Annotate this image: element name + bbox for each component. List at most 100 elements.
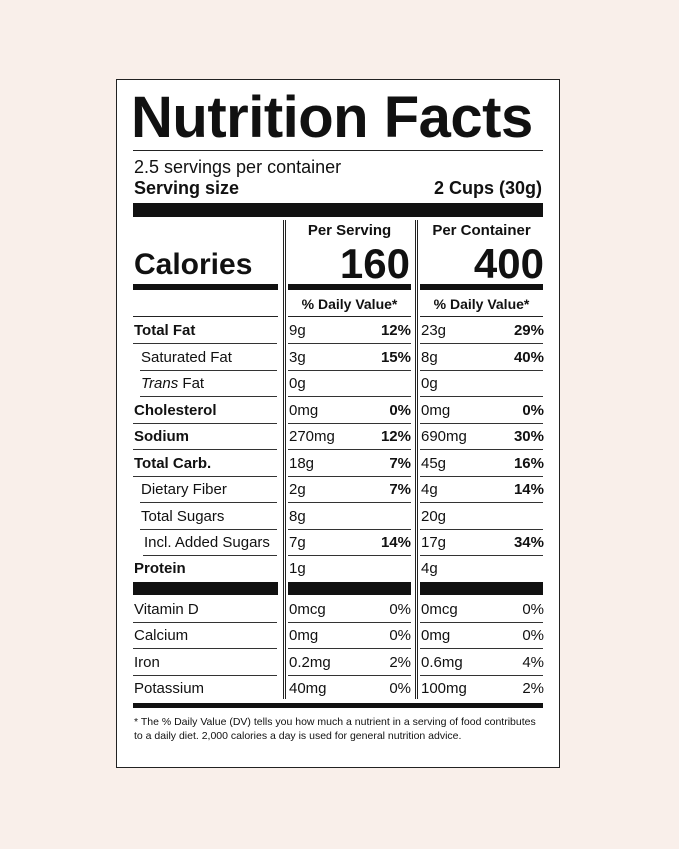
footer-bar xyxy=(133,703,543,708)
row-divider xyxy=(420,555,543,556)
serving-daily-value: 0% xyxy=(389,601,411,618)
calories-bar xyxy=(420,284,543,290)
vitamin-row: Iron 0.2mg 2% 0.6mg 4% xyxy=(117,650,561,676)
nutrient-name: Total Sugars xyxy=(141,508,225,525)
row-divider xyxy=(288,423,411,424)
container-amount: 0g xyxy=(421,375,438,392)
container-amount: 4g xyxy=(421,560,438,577)
row-divider xyxy=(420,396,543,397)
calories-per-container: 400 xyxy=(473,240,544,287)
serving-daily-value: 12% xyxy=(380,428,411,445)
daily-value-header: % Daily Value* xyxy=(301,296,398,312)
vitamins-bar xyxy=(288,582,411,595)
serving-size-value: 2 Cups (30g) xyxy=(433,178,542,198)
nutrient-name: Sodium xyxy=(134,428,189,445)
label-title: Nutrition Facts xyxy=(131,85,533,150)
thick-divider xyxy=(133,203,543,217)
container-amount: 0mg xyxy=(421,402,451,419)
divider xyxy=(133,316,278,317)
container-daily-value: 14% xyxy=(513,481,544,498)
serving-daily-value: 0% xyxy=(389,680,411,697)
nutrient-name-italic: Trans xyxy=(141,375,179,392)
vitamin-row: Calcium 0mg 0% 0mg 0% xyxy=(117,623,561,649)
serving-amount: 40mg xyxy=(289,680,327,697)
container-daily-value: 30% xyxy=(513,428,544,445)
calories-bar xyxy=(133,284,278,290)
nutrient-name: Cholesterol xyxy=(134,402,217,419)
column-divider xyxy=(417,220,418,699)
container-amount: 690mg xyxy=(421,428,467,445)
vitamins-bar xyxy=(420,582,543,595)
container-daily-value: 29% xyxy=(513,322,544,339)
serving-amount: 7g xyxy=(289,534,306,551)
row-divider xyxy=(140,529,277,530)
row-divider xyxy=(133,675,277,676)
container-daily-value: 34% xyxy=(513,534,544,551)
nutrient-name: Trans Fat xyxy=(141,375,204,392)
row-divider xyxy=(420,502,543,503)
row-divider xyxy=(420,370,543,371)
row-divider xyxy=(288,648,411,649)
footnote: * The % Daily Value (DV) tells you how m… xyxy=(134,716,536,742)
container-daily-value: 2% xyxy=(522,680,544,697)
row-divider xyxy=(420,648,543,649)
nutrient-name: Saturated Fat xyxy=(141,349,232,366)
container-amount: 17g xyxy=(421,534,447,551)
serving-amount: 0mg xyxy=(289,627,319,644)
row-divider xyxy=(420,622,543,623)
per-container-header: Per Container xyxy=(432,222,531,239)
calories-per-serving: 160 xyxy=(339,240,410,287)
divider xyxy=(133,150,543,151)
vitamin-row: Vitamin D 0mcg 0% 0mcg 0% xyxy=(117,597,561,623)
row-divider xyxy=(288,502,411,503)
nutrient-name: Iron xyxy=(134,654,160,671)
row-divider xyxy=(288,370,411,371)
container-daily-value: 0% xyxy=(522,627,544,644)
row-divider xyxy=(140,370,277,371)
row-divider xyxy=(288,343,411,344)
serving-daily-value: 12% xyxy=(380,322,411,339)
nutrient-name-rest: Fat xyxy=(178,375,205,392)
row-divider xyxy=(133,423,277,424)
nutrient-row: Cholesterol 0mg 0% 0mg 0% xyxy=(117,398,561,424)
serving-amount: 1g xyxy=(289,560,306,577)
serving-amount: 0.2mg xyxy=(289,654,331,671)
container-amount: 4g xyxy=(421,481,438,498)
nutrient-row: Total Fat 9g 12% 23g 29% xyxy=(117,318,561,344)
row-divider xyxy=(133,622,277,623)
row-divider xyxy=(288,529,411,530)
nutrient-name: Potassium xyxy=(134,680,205,697)
serving-amount: 2g xyxy=(289,481,306,498)
serving-daily-value: 0% xyxy=(389,627,411,644)
container-amount: 0mg xyxy=(421,627,451,644)
nutrient-row: Protein 1g 4g xyxy=(117,556,561,582)
column-divider xyxy=(285,220,286,699)
serving-amount: 0mg xyxy=(289,402,319,419)
servings-per-container: 2.5 servings per container xyxy=(134,157,342,177)
nutrient-name: Vitamin D xyxy=(134,601,199,618)
nutrient-row: Trans Fat 0g 0g xyxy=(117,371,561,397)
divider xyxy=(420,316,543,317)
row-divider xyxy=(288,449,411,450)
row-divider xyxy=(133,343,277,344)
row-divider xyxy=(288,476,411,477)
nutrient-name: Protein xyxy=(134,560,186,577)
column-divider xyxy=(415,220,416,699)
serving-daily-value: 2% xyxy=(389,654,411,671)
row-divider xyxy=(133,476,277,477)
row-divider xyxy=(140,502,277,503)
row-divider xyxy=(420,423,543,424)
container-daily-value: 40% xyxy=(513,349,544,366)
nutrient-row: Dietary Fiber 2g 7% 4g 14% xyxy=(117,477,561,503)
row-divider xyxy=(420,449,543,450)
row-divider xyxy=(288,555,411,556)
row-divider xyxy=(420,675,543,676)
nutrient-name: Incl. Added Sugars xyxy=(144,534,270,551)
row-divider xyxy=(420,476,543,477)
container-amount: 8g xyxy=(421,349,438,366)
nutrient-row: Incl. Added Sugars 7g 14% 17g 34% xyxy=(117,530,561,556)
container-amount: 0mcg xyxy=(421,601,458,618)
per-serving-header: Per Serving xyxy=(307,222,392,239)
serving-amount: 8g xyxy=(289,508,306,525)
nutrient-row: Total Carb. 18g 7% 45g 16% xyxy=(117,451,561,477)
